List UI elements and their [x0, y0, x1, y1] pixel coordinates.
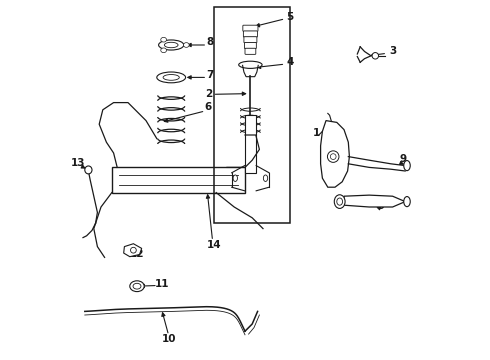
Ellipse shape [159, 40, 184, 50]
FancyBboxPatch shape [244, 37, 257, 43]
Ellipse shape [404, 197, 410, 207]
FancyBboxPatch shape [243, 25, 258, 31]
FancyBboxPatch shape [244, 31, 257, 37]
Text: 6: 6 [205, 102, 212, 112]
Text: 2: 2 [205, 89, 213, 99]
Ellipse shape [164, 42, 178, 48]
Ellipse shape [133, 283, 141, 289]
Ellipse shape [157, 72, 186, 83]
FancyBboxPatch shape [245, 42, 256, 49]
Ellipse shape [130, 281, 144, 292]
Text: 9: 9 [377, 201, 385, 211]
Ellipse shape [233, 175, 238, 181]
Text: 14: 14 [207, 240, 221, 250]
Ellipse shape [327, 151, 339, 162]
Polygon shape [344, 195, 405, 207]
Text: 10: 10 [162, 334, 177, 345]
Ellipse shape [372, 53, 379, 59]
Bar [112, 167, 245, 193]
Ellipse shape [239, 61, 262, 68]
Text: 5: 5 [286, 12, 294, 22]
Polygon shape [123, 244, 142, 257]
Ellipse shape [163, 75, 179, 80]
FancyBboxPatch shape [245, 48, 256, 54]
Text: 7: 7 [206, 69, 214, 80]
Ellipse shape [404, 161, 410, 171]
Ellipse shape [183, 43, 189, 47]
Bar [215, 7, 290, 223]
Ellipse shape [330, 154, 336, 159]
Ellipse shape [85, 166, 92, 174]
Polygon shape [320, 121, 349, 187]
Ellipse shape [334, 195, 345, 208]
Text: 13: 13 [71, 158, 85, 168]
Text: 3: 3 [389, 46, 396, 57]
Text: 8: 8 [206, 37, 213, 48]
Ellipse shape [161, 48, 167, 53]
Text: 12: 12 [130, 249, 144, 259]
Ellipse shape [130, 247, 136, 253]
Ellipse shape [337, 198, 343, 205]
Text: 4: 4 [286, 57, 294, 67]
Ellipse shape [263, 175, 268, 181]
Bar [245, 115, 256, 173]
Text: 1: 1 [313, 128, 320, 138]
Text: 11: 11 [155, 279, 170, 289]
Ellipse shape [161, 37, 167, 42]
Text: 9: 9 [400, 154, 407, 165]
